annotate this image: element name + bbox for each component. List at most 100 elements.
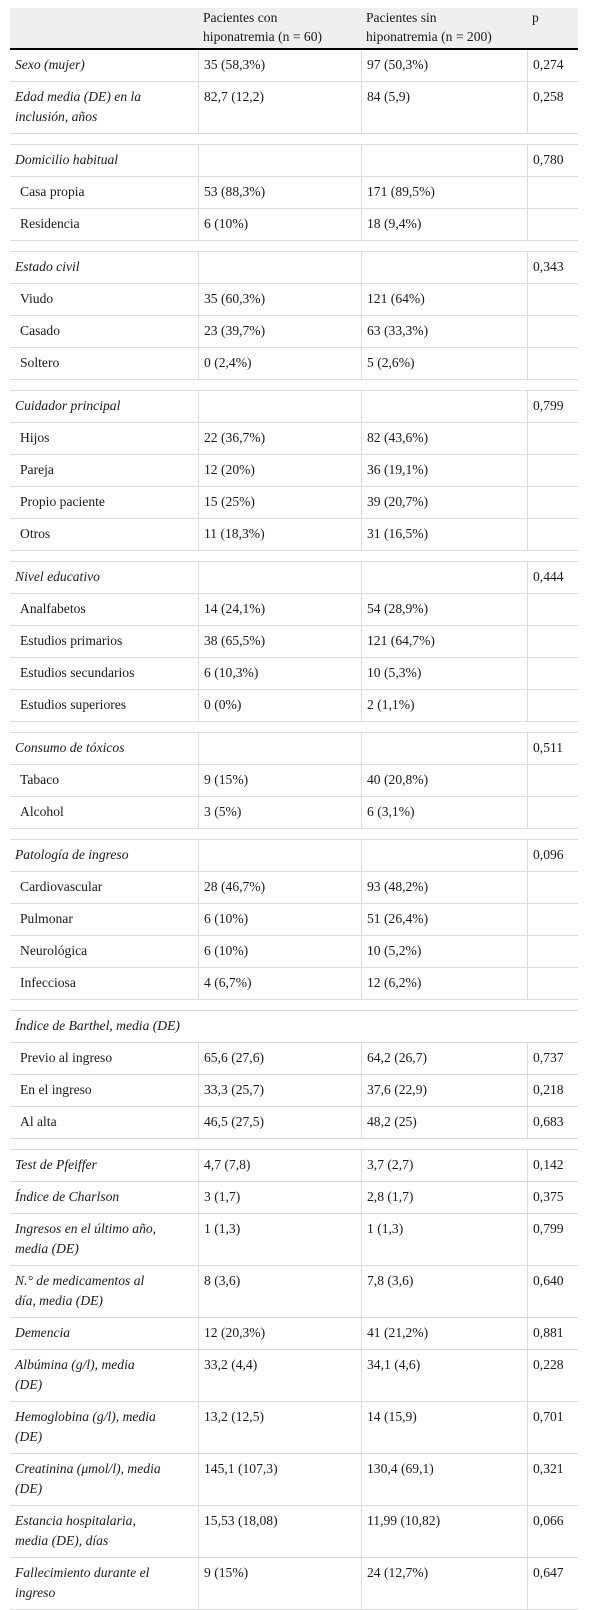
label-line: Domicilio habitual — [15, 152, 119, 167]
value-with-hyponatremia: 145,1 (107,3) — [198, 1454, 361, 1505]
label-line: Previo al ingreso — [20, 1050, 113, 1065]
value-without-hyponatremia: 121 (64,7%) — [361, 626, 527, 657]
row-label: Viudo — [10, 284, 198, 315]
p-value: 0,444 — [527, 562, 578, 593]
p-value — [527, 968, 578, 999]
header-variable — [10, 8, 198, 48]
row-label: Pulmonar — [10, 904, 198, 935]
table-row: Nivel educativo 0,444 — [10, 562, 578, 594]
label-line: Índice de Charlson — [15, 1189, 120, 1204]
label-line: Hijos — [20, 430, 50, 445]
p-value: 0,142 — [527, 1150, 578, 1181]
p-value — [527, 177, 578, 208]
table-row: Residencia 6 (10%) 18 (9,4%) — [10, 209, 578, 241]
value-without-hyponatremia: 24 (12,7%) — [361, 1558, 527, 1609]
value-with-hyponatremia: 3 (1,7) — [198, 1182, 361, 1213]
value-with-hyponatremia: 9 (15%) — [198, 765, 361, 796]
section-spacer — [10, 829, 578, 840]
p-value: 0,640 — [527, 1266, 578, 1317]
label-line: Otros — [20, 526, 51, 541]
row-label: Residencia — [10, 209, 198, 240]
p-value — [527, 209, 578, 240]
value-with-hyponatremia: 13,2 (12,5) — [198, 1402, 361, 1453]
section-spacer — [10, 1000, 578, 1011]
label-line: Casado — [20, 323, 61, 338]
row-label: Estudios primarios — [10, 626, 198, 657]
p-value — [527, 904, 578, 935]
value-with-hyponatremia — [198, 562, 361, 593]
label-line: día, media (DE) — [15, 1293, 103, 1308]
value-with-hyponatremia: 53 (88,3%) — [198, 177, 361, 208]
header-line: hiponatremia (n = 200) — [366, 29, 492, 44]
value-with-hyponatremia — [198, 252, 361, 283]
value-without-hyponatremia: 2,8 (1,7) — [361, 1182, 527, 1213]
table-row: Tabaco 9 (15%) 40 (20,8%) — [10, 765, 578, 797]
section-spacer — [10, 1139, 578, 1150]
value-with-hyponatremia: 33,2 (4,4) — [198, 1350, 361, 1401]
table-row: Alcohol 3 (5%) 6 (3,1%) — [10, 797, 578, 829]
table-row: Ingresos en el último año, media (DE) 1 (1… — [10, 1214, 578, 1266]
value-without-hyponatremia: 3,7 (2,7) — [361, 1150, 527, 1181]
value-without-hyponatremia: 1 (1,3) — [361, 1214, 527, 1265]
label-line: Pareja — [20, 462, 54, 477]
header-without-hyponatremia: Pacientes sin hiponatremia (n = 200) — [361, 8, 527, 48]
value-with-hyponatremia: 82,7 (12,2) — [198, 82, 361, 133]
table-row: Hijos 22 (36,7%) 82 (43,6%) — [10, 423, 578, 455]
row-label: Consumo de tóxicos — [10, 733, 198, 764]
p-value — [527, 594, 578, 625]
table-row: Al alta 46,5 (27,5) 48,2 (25) 0,683 — [10, 1107, 578, 1139]
header-line: hiponatremia (n = 60) — [203, 29, 323, 44]
row-label: Creatinina (μmol/l), media (DE) — [10, 1454, 198, 1505]
row-label: Estudios superiores — [10, 690, 198, 721]
p-value — [527, 348, 578, 379]
table-header: Pacientes con hiponatremia (n = 60) Paci… — [10, 8, 578, 50]
value-with-hyponatremia: 28 (46,7%) — [198, 872, 361, 903]
label-line: Demencia — [15, 1325, 71, 1340]
data-table: Pacientes con hiponatremia (n = 60) Paci… — [10, 8, 578, 1610]
p-value: 0,647 — [527, 1558, 578, 1609]
value-without-hyponatremia: 2 (1,1%) — [361, 690, 527, 721]
value-without-hyponatremia: 121 (64%) — [361, 284, 527, 315]
value-with-hyponatremia: 8 (3,6) — [198, 1266, 361, 1317]
table-row: Estado civil 0,343 — [10, 252, 578, 284]
value-with-hyponatremia: 6 (10%) — [198, 209, 361, 240]
table-row: Estancia hospitalaria, media (DE), días 15… — [10, 1506, 578, 1558]
value-with-hyponatremia: 6 (10%) — [198, 904, 361, 935]
value-with-hyponatremia: 11 (18,3%) — [198, 519, 361, 550]
label-line: Tabaco — [20, 772, 60, 787]
row-label: Tabaco — [10, 765, 198, 796]
p-value: 0,228 — [527, 1350, 578, 1401]
value-without-hyponatremia: 34,1 (4,6) — [361, 1350, 527, 1401]
table-row: Cardiovascular 28 (46,7%) 93 (48,2%) — [10, 872, 578, 904]
value-with-hyponatremia: 9 (15%) — [198, 1558, 361, 1609]
value-with-hyponatremia — [198, 840, 361, 871]
value-with-hyponatremia: 0 (0%) — [198, 690, 361, 721]
label-line: (DE) — [15, 1429, 43, 1444]
table-row: Edad media (DE) en la inclusión, años 82,7… — [10, 82, 578, 134]
p-value — [527, 284, 578, 315]
section-spacer — [10, 722, 578, 733]
p-value: 0,274 — [527, 50, 578, 81]
table-row: Consumo de tóxicos 0,511 — [10, 733, 578, 765]
value-without-hyponatremia: 6 (3,1%) — [361, 797, 527, 828]
p-value: 0,511 — [527, 733, 578, 764]
table-row: Fallecimiento durante el ingreso 9 (15%) 24… — [10, 1558, 578, 1610]
value-with-hyponatremia: 3 (5%) — [198, 797, 361, 828]
value-without-hyponatremia — [361, 391, 527, 422]
p-value — [527, 626, 578, 657]
table-row: Viudo 35 (60,3%) 121 (64%) — [10, 284, 578, 316]
label-line: Casa propia — [20, 184, 85, 199]
label-line: media (DE) — [15, 1241, 79, 1256]
value-with-hyponatremia: 4 (6,7%) — [198, 968, 361, 999]
table-body: Sexo (mujer) 35 (58,3%) 97 (50,3%) 0,274 Eda… — [10, 50, 578, 1610]
row-label: Sexo (mujer) — [10, 50, 198, 81]
value-without-hyponatremia: 31 (16,5%) — [361, 519, 527, 550]
header-line: Pacientes con — [203, 10, 278, 25]
p-value: 0,096 — [527, 840, 578, 871]
label-line: Viudo — [20, 291, 54, 306]
label-line: Consumo de tóxicos — [15, 740, 125, 755]
p-value — [527, 690, 578, 721]
value-without-hyponatremia: 82 (43,6%) — [361, 423, 527, 454]
value-with-hyponatremia: 12 (20,3%) — [198, 1318, 361, 1349]
value-with-hyponatremia: 23 (39,7%) — [198, 316, 361, 347]
